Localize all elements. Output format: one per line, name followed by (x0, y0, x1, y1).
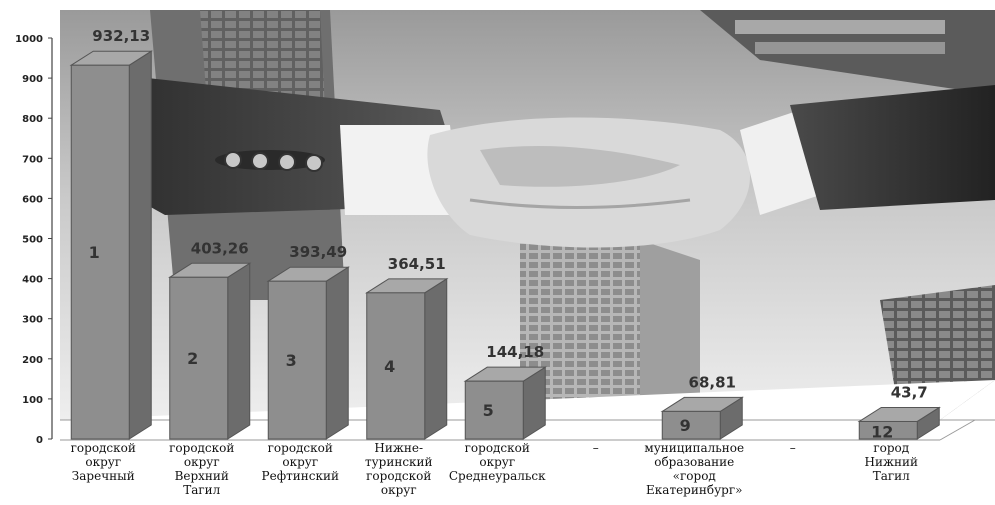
x-tick-label: город Нижний Тагил (865, 441, 919, 483)
data-label: 403,26 (191, 239, 249, 257)
y-tick-label: 400 (22, 275, 43, 286)
x-tick-label: – (790, 441, 796, 455)
bar-rank-label: 3 (286, 351, 297, 370)
bar (367, 293, 425, 439)
x-tick-label: муниципальное образование «город Екатеринбу… (644, 441, 744, 497)
y-tick-label: 700 (22, 154, 43, 165)
data-label: 364,51 (388, 255, 446, 273)
data-label: 68,81 (689, 373, 736, 391)
x-tick-label: – (593, 441, 599, 455)
category-labels: городской округ Заречный городской округ Верх… (71, 441, 918, 497)
y-tick-label: 500 (22, 235, 43, 246)
y-tick-label: 0 (36, 435, 43, 446)
data-label: 932,13 (92, 27, 150, 45)
bar-rank-label: 4 (384, 357, 395, 376)
bar (71, 65, 129, 439)
y-tick-label: 800 (22, 114, 43, 125)
x-tick-label: Нижне-туринский городской округ (365, 441, 433, 497)
x-tick-label: городской округ Рефтинский (262, 441, 339, 483)
bar (662, 411, 720, 439)
bar (170, 277, 228, 439)
bar-group: 932,13 1 (71, 27, 151, 439)
y-tick-label: 900 (22, 74, 43, 85)
data-label: 43,7 (891, 383, 928, 401)
y-tick-label: 600 (22, 194, 43, 205)
y-tick-label: 300 (22, 315, 43, 326)
bar (268, 281, 326, 439)
bar-side (228, 263, 250, 439)
x-tick-label: городской округ Заречный (71, 441, 136, 483)
bar-side (129, 51, 151, 439)
bar-side (326, 267, 348, 439)
y-tick-label: 1000 (15, 34, 43, 45)
y-tick-label: 100 (22, 395, 43, 406)
data-label: 393,49 (289, 243, 347, 261)
data-label: 144,18 (486, 343, 544, 361)
x-tick-label: городской округ Верхний Тагил (169, 441, 234, 497)
bar-rank-label: 2 (187, 349, 198, 368)
bar-group: 403,26 2 (170, 239, 250, 439)
bar-side (425, 279, 447, 439)
y-axis-ticks: 0 100 200 300 400 500 600 700 800 900 1000 (15, 34, 52, 446)
bar-rank-label: 9 (680, 416, 691, 435)
bar-rank-label: 1 (89, 243, 100, 262)
bar-rank-label: 5 (483, 401, 494, 420)
x-tick-label: городской округ Среднеуральск (449, 441, 546, 483)
bar (465, 381, 523, 439)
y-tick-label: 200 (22, 355, 43, 366)
bar-rank-label: 12 (871, 422, 893, 441)
